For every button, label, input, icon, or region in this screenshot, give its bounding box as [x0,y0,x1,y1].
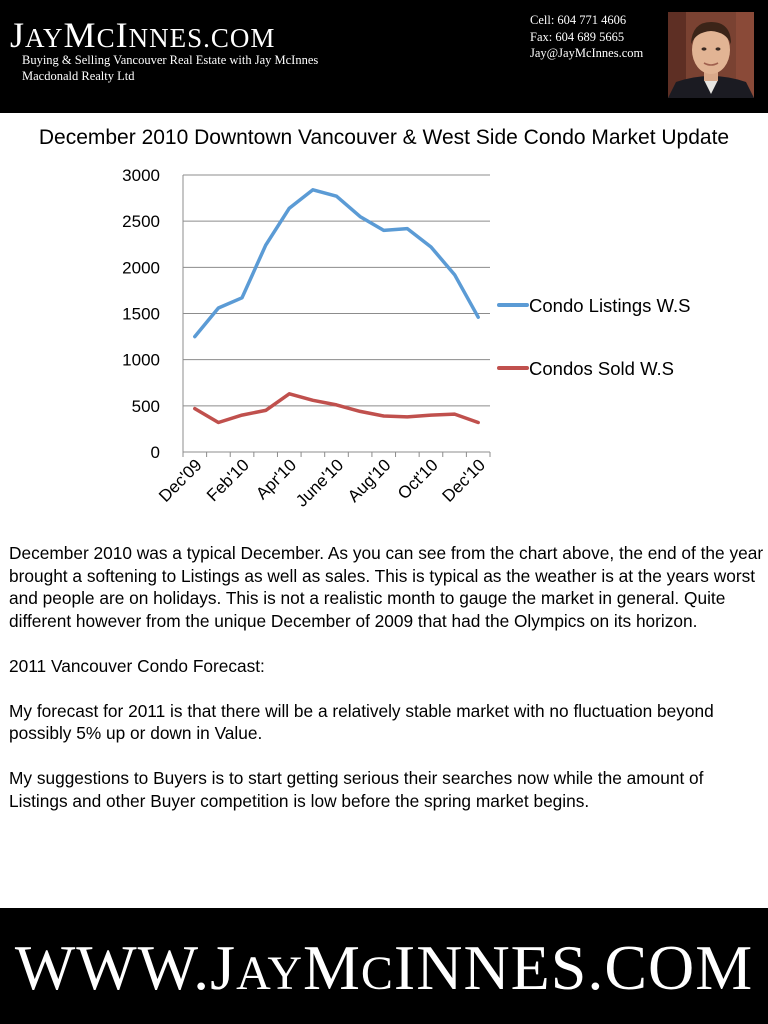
footer-banner: WWW.JAYMCINNES.COM [0,908,768,1024]
x-tick-label: Dec'10 [439,455,489,505]
footer-url-part: M [303,932,361,1003]
brand-logo-part: J [10,15,26,55]
company-name: Macdonald Realty Ltd [22,69,135,83]
brand-logo-part: M [63,15,97,55]
x-tick-label: Feb'10 [203,455,253,505]
footer-url-part: NNES.COM [416,932,754,1003]
cell-phone: Cell: 604 771 4606 [530,13,627,27]
x-tick-label: June'10 [292,455,347,510]
page-title: December 2010 Downtown Vancouver & West … [38,126,730,149]
brand-logo-part: C [96,23,116,53]
forecast-heading: 2011 Vancouver Condo Forecast: [9,655,265,676]
y-tick-label: 2000 [122,258,160,277]
tagline: Buying & Selling Vancouver Real Estate w… [22,53,319,67]
brand-logo-part: NNES.COM [128,23,276,53]
agent-photo-image [668,12,754,98]
legend-label: Condo Listings W.S [529,295,690,316]
article-paragraph: My forecast for 2011 is that there will … [9,700,714,744]
brand-logo-part: AY [25,23,64,53]
footer-url-part: I [393,932,417,1003]
footer-url-part: AY [236,947,303,1000]
x-tick-label: Dec'09 [155,455,205,505]
brand-logo: JAYMCINNES.COM [10,15,275,58]
email-address[interactable]: Jay@JayMcInnes.com [530,46,644,60]
contact-info: Cell: 604 771 4606 Fax: 604 689 5665 Jay… [530,12,643,62]
y-tick-label: 500 [132,397,160,416]
legend-label: Condos Sold W.S [529,358,674,379]
x-tick-label: Aug'10 [344,455,394,505]
fax-number: Fax: 604 689 5665 [530,29,625,44]
header-banner: JAYMCINNES.COM Buying & Selling Vancouve… [0,0,768,113]
y-tick-label: 1500 [122,305,160,324]
y-tick-label: 2500 [122,212,160,231]
brand-logo-part: I [115,15,129,55]
x-tick-label: Oct'10 [394,455,442,503]
article-body: December 2010 was a typical December. As… [9,542,765,835]
agent-photo [668,12,754,98]
series-line [193,392,480,425]
y-tick-label: 3000 [122,166,160,185]
footer-website-link[interactable]: WWW.JAYMCINNES.COM [0,932,768,1010]
y-tick-label: 1000 [122,351,160,370]
article-paragraph: My suggestions to Buyers is to start get… [9,768,704,811]
y-tick-label: 0 [151,443,160,462]
article-paragraph: December 2010 was a typical December. As… [9,543,764,631]
footer-url-part: C [360,947,394,1000]
footer-url-part: WWW.J [14,932,237,1003]
series-line [193,188,480,339]
